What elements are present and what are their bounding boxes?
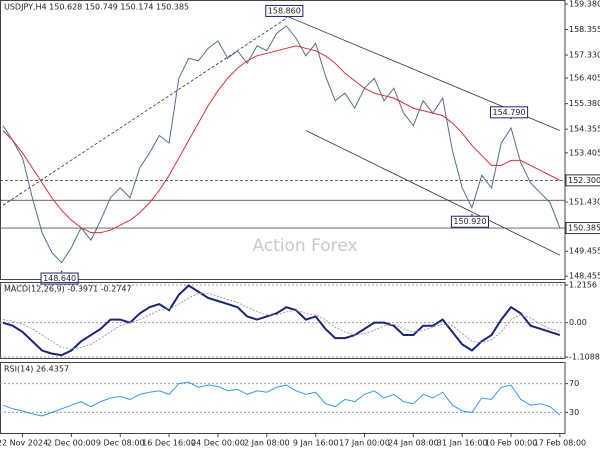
x-tick-label: 9 Dec 08:00 (96, 439, 145, 448)
watermark: Action Forex (252, 236, 357, 256)
price-label: 158.860 (268, 6, 301, 15)
x-tick-label: 9 Jan 16:00 (293, 439, 339, 448)
y-tick-label: 153.405 (569, 148, 600, 157)
annotation-point (471, 213, 473, 216)
x-tick-label: 24 Dec 00:00 (191, 439, 245, 448)
y-tick-label: 155.380 (569, 99, 600, 108)
y-tick-label: 158.355 (569, 25, 600, 34)
y-tick-label: 0.00 (569, 318, 587, 327)
trend-line (305, 130, 561, 256)
y-tick-label: 156.405 (569, 74, 600, 83)
panel-border (0, 282, 566, 359)
y-tick-label: 154.355 (569, 125, 600, 134)
series-line (2, 292, 560, 350)
panel-border (0, 0, 566, 280)
x-tick-label: 31 Jan 16:00 (437, 439, 488, 448)
y-tick-label: 148.455 (569, 272, 600, 281)
price-label: 148.640 (43, 274, 76, 283)
panel-title: RSI(14) 26.4357 (4, 365, 69, 374)
x-tick-label: 2 Dec 00:00 (47, 439, 96, 448)
price-label: 150.385 (568, 224, 600, 233)
price-label-box (565, 222, 600, 235)
y-tick-label: 149.455 (569, 247, 600, 256)
y-tick-label: 30 (569, 408, 579, 417)
y-tick-label: 159.380 (569, 0, 600, 8)
price-label: 152.300 (568, 176, 600, 185)
x-tick-label: 17 Feb 08:00 (534, 439, 586, 448)
y-tick-label: 151.430 (569, 198, 600, 207)
price-label-box (489, 106, 529, 119)
price-label: 150.920 (453, 217, 486, 226)
price-label: 154.790 (492, 108, 525, 117)
series-line (2, 381, 561, 417)
x-tick-label: 17 Jan 00:00 (339, 439, 390, 448)
y-tick-label: 157.330 (569, 51, 600, 60)
series-line (2, 25, 561, 264)
price-label-box (450, 215, 490, 228)
series-line (2, 45, 561, 234)
x-tick-label: 16 Dec 16:00 (142, 439, 196, 448)
trend-line (2, 18, 287, 206)
panel-title: MACD(12,26,9) -0.3971 -0.2747 (4, 285, 132, 294)
price-label-box (265, 4, 304, 17)
price-label-box (565, 174, 600, 187)
y-tick-label: 70 (569, 379, 579, 388)
x-tick-label: 22 Nov 2024 (0, 439, 48, 448)
y-tick-label: 1.2156 (569, 281, 597, 290)
panel-title: USDJPY,H4 150.628 150.749 150.174 150.38… (4, 3, 189, 12)
y-tick-label: -1.1088 (569, 352, 600, 361)
x-tick-label: 2 Jan 08:00 (244, 439, 290, 448)
panel-border (0, 362, 566, 434)
x-tick-label: 24 Jan 08:00 (388, 439, 439, 448)
series-line (2, 284, 561, 357)
price-label-box (40, 272, 79, 285)
annotation-point (60, 270, 63, 273)
x-tick-label: 10 Feb 00:00 (485, 439, 537, 448)
